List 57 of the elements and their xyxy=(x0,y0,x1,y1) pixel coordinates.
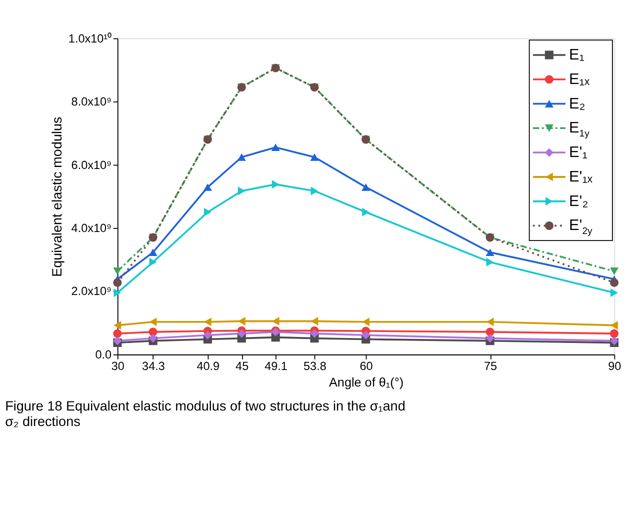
y-axis-title: Equivalent elastic modulus xyxy=(50,116,65,277)
point xyxy=(362,208,370,216)
y-tick-label: 0.0 xyxy=(95,348,112,362)
point xyxy=(203,183,212,191)
y-tick-label: 4.0x10⁹ xyxy=(71,222,112,236)
point xyxy=(148,334,158,343)
point xyxy=(610,288,618,298)
legend-label: E'₁ xyxy=(569,144,588,162)
point xyxy=(610,321,618,330)
point xyxy=(362,318,370,326)
point xyxy=(149,318,157,326)
point xyxy=(237,153,246,161)
x-tick-label: 53.8 xyxy=(304,360,327,374)
point xyxy=(486,248,494,256)
legend-label: E₁ₓ xyxy=(569,70,590,88)
point xyxy=(310,329,319,338)
point xyxy=(610,268,619,275)
point xyxy=(113,278,122,287)
legend-label: E₁ xyxy=(569,46,584,64)
point xyxy=(238,186,246,196)
point xyxy=(203,330,212,340)
point xyxy=(310,153,319,161)
point xyxy=(272,180,280,189)
x-tick-label: 75 xyxy=(484,360,498,374)
x-tick-label: 49.1 xyxy=(264,360,288,374)
x-tick-label: 60 xyxy=(360,360,374,374)
point xyxy=(113,329,122,338)
point xyxy=(486,334,494,343)
legend-label: E₂ xyxy=(569,95,586,112)
y-tick-label: 2.0x10⁹ xyxy=(71,285,112,298)
point xyxy=(237,329,246,338)
y-tick-label: 6.0x10⁹ xyxy=(71,158,112,172)
point xyxy=(362,183,370,191)
legend-label: E'₁ₓ xyxy=(569,168,594,186)
point xyxy=(114,288,122,298)
point xyxy=(148,248,158,256)
point xyxy=(149,258,157,266)
y-tick-label: 8.0x10⁹ xyxy=(71,96,112,109)
point xyxy=(113,268,122,275)
point xyxy=(204,208,212,216)
x-axis-title: Angle of θ₁(°) xyxy=(328,375,404,390)
x-tick-label: 45 xyxy=(236,360,250,374)
point xyxy=(271,144,280,152)
y-tick-label: 1.0x10¹⁰ xyxy=(68,32,112,46)
x-tick-label: 40.9 xyxy=(196,360,220,374)
point xyxy=(610,278,619,287)
x-tick-label: 90 xyxy=(608,360,622,374)
x-tick-label: 34.3 xyxy=(142,360,166,374)
point xyxy=(114,321,122,330)
point xyxy=(148,328,158,336)
point xyxy=(610,329,619,338)
legend-label: E'₂ xyxy=(569,192,588,210)
caption: Figure 18 Equivalent elastic modulus of two structures in the σ₁and σ₂ directions xyxy=(5,398,406,429)
point xyxy=(310,186,318,196)
point xyxy=(486,258,494,266)
point xyxy=(362,330,370,340)
x-tick-label: 30 xyxy=(111,360,125,374)
